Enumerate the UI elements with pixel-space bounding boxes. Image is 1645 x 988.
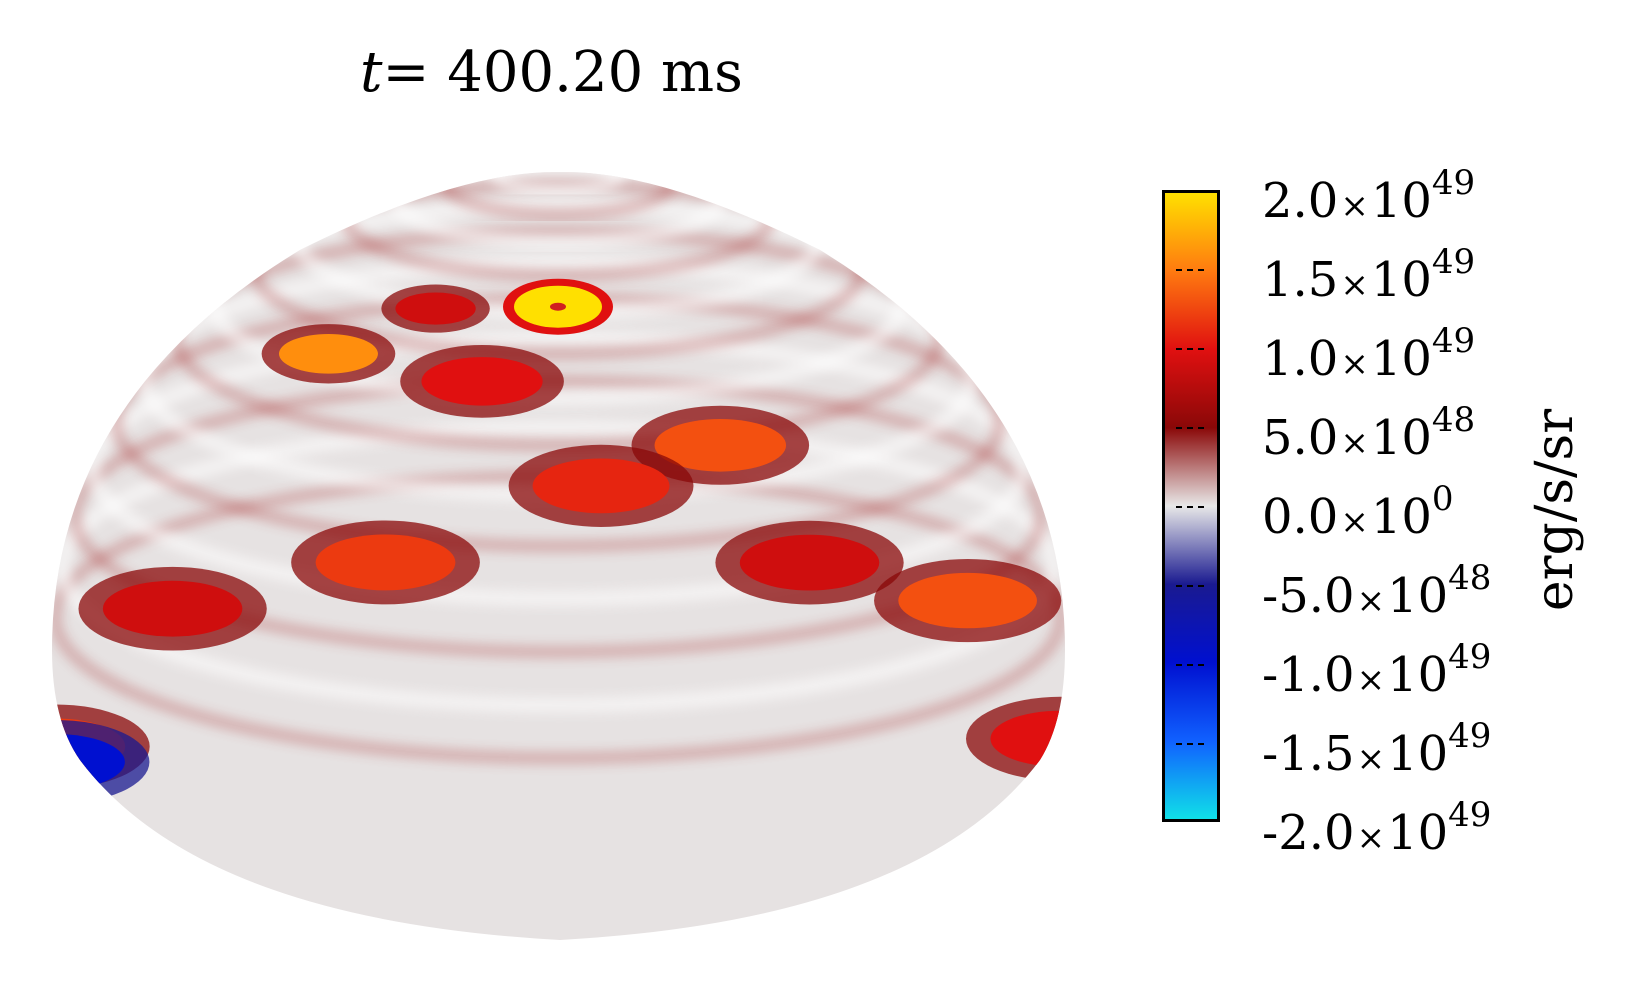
positive-blob [278, 334, 378, 374]
latitude-band [55, 420, 1061, 713]
colorbar-tick-label: 2.0×1049 [1262, 163, 1476, 229]
chart-title: t= 400.20 ms [360, 40, 743, 105]
colorbar-tick [1176, 506, 1204, 508]
colorbar-tick [1176, 269, 1204, 271]
positive-blob [315, 534, 456, 591]
pole-ring-core [550, 302, 566, 311]
positive-blob [421, 357, 543, 406]
colorbar-unit-label: erg/s/sr [1525, 408, 1585, 612]
colorbar-tick-label: -1.0×1049 [1262, 637, 1492, 703]
positive-blob [532, 458, 670, 514]
colorbar-tick [1176, 427, 1204, 429]
colorbar-tick-label: -5.0×1048 [1262, 558, 1492, 624]
title-variable: t [360, 40, 383, 105]
positive-blob [395, 292, 476, 325]
colorbar-tick [1176, 664, 1204, 666]
title-equals: = [382, 40, 430, 105]
positive-blob [739, 534, 880, 591]
colorbar-tick-label: -2.0×1049 [1262, 795, 1492, 861]
colorbar-tick [1176, 348, 1204, 350]
dome-content [52, 171, 1065, 940]
positive-blob [990, 710, 1065, 767]
positive-blob [654, 418, 787, 472]
latitude-band [86, 331, 1030, 606]
colorbar-tick [1176, 743, 1204, 745]
positive-blob [898, 572, 1037, 629]
colorbar-tick-label: 0.0×100 [1262, 479, 1454, 545]
title-value: 400.20 ms [447, 40, 743, 105]
positive-blob [102, 580, 243, 637]
colorbar-tick [1176, 585, 1204, 587]
colorbar-tick-label: 1.0×1049 [1262, 321, 1476, 387]
colorbar-tick-label: 5.0×1048 [1262, 400, 1476, 466]
colorbar-tick-label: -1.5×1049 [1262, 716, 1492, 782]
colorbar-tick-label: 1.5×1049 [1262, 242, 1476, 308]
